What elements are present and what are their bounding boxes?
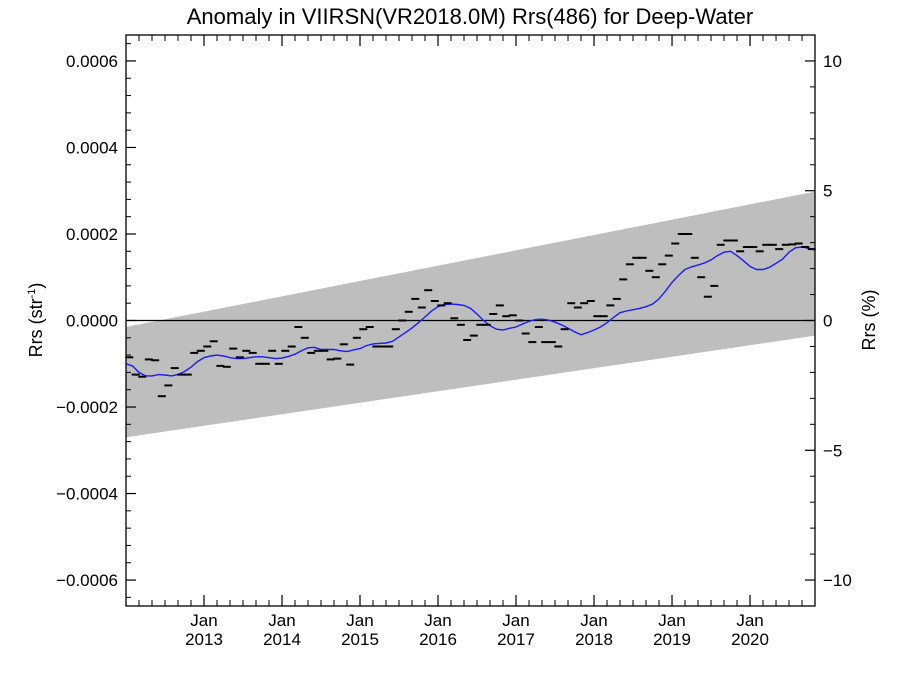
uncertainty-band-layer [126, 191, 815, 438]
x-tick-month-label: Jan [502, 611, 529, 630]
x-tick-year-label: 2020 [731, 630, 769, 649]
left-tick-label: 0.0004 [66, 138, 118, 157]
monthly-anomaly-layer [125, 233, 816, 398]
x-tick-month-label: Jan [736, 611, 763, 630]
x-tick-month-label: Jan [268, 611, 295, 630]
x-tick-month-label: Jan [190, 611, 217, 630]
x-tick-year-label: 2016 [419, 630, 457, 649]
right-tick-label: −5 [823, 441, 842, 460]
ticks-layer: 0.0006 0.0004 0.0002 0.0000 −0.0002 −0.0004 −0… [56, 35, 852, 649]
chart-title: Anomaly in VIIRSN(VR2018.0M) Rrs(486) fo… [187, 4, 753, 29]
x-tick-year-label: 2019 [653, 630, 691, 649]
left-tick-label: −0.0002 [56, 398, 118, 417]
left-tick-label: −0.0004 [56, 485, 118, 504]
uncertainty-band [126, 191, 815, 438]
left-tick-label: −0.0006 [56, 571, 118, 590]
x-tick-year-label: 2017 [497, 630, 535, 649]
left-tick-label: 0.0002 [66, 225, 118, 244]
right-tick-label: 10 [823, 52, 842, 71]
x-tick-month-label: Jan [580, 611, 607, 630]
x-tick-month-label: Jan [424, 611, 451, 630]
smoothed-line-layer [125, 246, 816, 377]
right-tick-label: −10 [823, 571, 852, 590]
smoothed-series-line [125, 246, 816, 377]
x-tick-year-label: 2018 [575, 630, 613, 649]
x-tick-month-label: Jan [346, 611, 373, 630]
right-tick-label: 0 [823, 312, 832, 331]
x-tick-year-label: 2013 [185, 630, 223, 649]
x-tick-year-label: 2015 [341, 630, 379, 649]
right-tick-label: 5 [823, 182, 832, 201]
left-tick-label: 0.0000 [66, 312, 118, 331]
left-tick-label: 0.0006 [66, 52, 118, 71]
y-axis-right-label: Rrs (%) [859, 290, 879, 351]
x-tick-month-label: Jan [658, 611, 685, 630]
x-tick-year-label: 2014 [263, 630, 301, 649]
y-axis-left-label: Rrs (str-1) [26, 283, 46, 358]
